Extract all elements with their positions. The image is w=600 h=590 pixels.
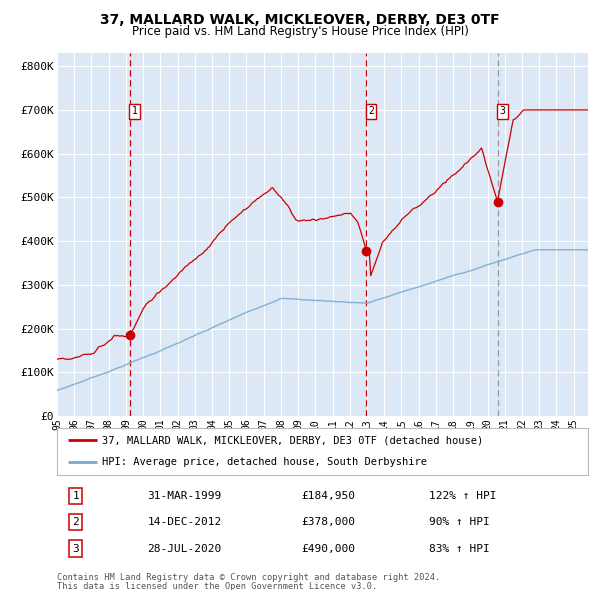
Text: Price paid vs. HM Land Registry's House Price Index (HPI): Price paid vs. HM Land Registry's House … — [131, 25, 469, 38]
Text: Contains HM Land Registry data © Crown copyright and database right 2024.: Contains HM Land Registry data © Crown c… — [57, 573, 440, 582]
Text: 1: 1 — [132, 106, 138, 116]
Text: 37, MALLARD WALK, MICKLEOVER, DERBY, DE3 0TF (detached house): 37, MALLARD WALK, MICKLEOVER, DERBY, DE3… — [102, 435, 484, 445]
Text: 3: 3 — [72, 543, 79, 553]
Text: £490,000: £490,000 — [301, 543, 355, 553]
Text: 14-DEC-2012: 14-DEC-2012 — [147, 517, 221, 527]
Text: 2: 2 — [72, 517, 79, 527]
Text: 28-JUL-2020: 28-JUL-2020 — [147, 543, 221, 553]
Text: This data is licensed under the Open Government Licence v3.0.: This data is licensed under the Open Gov… — [57, 582, 377, 590]
Text: 37, MALLARD WALK, MICKLEOVER, DERBY, DE3 0TF: 37, MALLARD WALK, MICKLEOVER, DERBY, DE3… — [100, 13, 500, 27]
Text: 3: 3 — [499, 106, 505, 116]
Text: 2: 2 — [368, 106, 374, 116]
Text: 1: 1 — [72, 491, 79, 501]
Text: 83% ↑ HPI: 83% ↑ HPI — [428, 543, 490, 553]
Text: 122% ↑ HPI: 122% ↑ HPI — [428, 491, 496, 501]
Text: HPI: Average price, detached house, South Derbyshire: HPI: Average price, detached house, Sout… — [102, 457, 427, 467]
Text: £378,000: £378,000 — [301, 517, 355, 527]
Text: £184,950: £184,950 — [301, 491, 355, 501]
Text: 90% ↑ HPI: 90% ↑ HPI — [428, 517, 490, 527]
Text: 31-MAR-1999: 31-MAR-1999 — [147, 491, 221, 501]
